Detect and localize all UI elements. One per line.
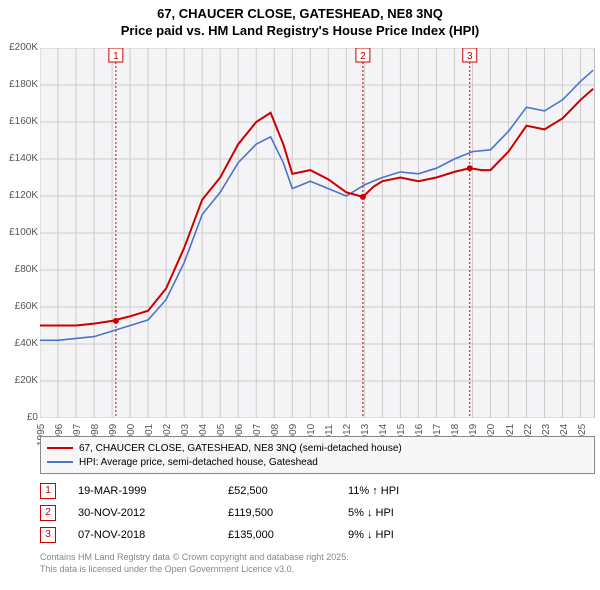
legend-item: 67, CHAUCER CLOSE, GATESHEAD, NE8 3NQ (s… — [47, 441, 588, 455]
chart-svg: 1 2 3 — [40, 48, 595, 418]
chart-container: 67, CHAUCER CLOSE, GATESHEAD, NE8 3NQ Pr… — [0, 0, 600, 590]
sale-date: 07-NOV-2018 — [78, 529, 228, 541]
legend-label: HPI: Average price, semi-detached house,… — [79, 457, 318, 468]
chart-plot-area: 1 2 3 — [40, 48, 595, 418]
y-tick-label: £200K — [0, 42, 38, 53]
y-tick-label: £140K — [0, 153, 38, 164]
sale-price: £119,500 — [228, 507, 348, 519]
chart-title: 67, CHAUCER CLOSE, GATESHEAD, NE8 3NQ Pr… — [0, 0, 600, 40]
title-line-1: 67, CHAUCER CLOSE, GATESHEAD, NE8 3NQ — [0, 6, 600, 23]
y-tick-label: £60K — [0, 301, 38, 312]
legend-item: HPI: Average price, semi-detached house,… — [47, 455, 588, 469]
y-tick-label: £0 — [0, 412, 38, 423]
sale-row: 2 30-NOV-2012£119,5005% ↓ HPI — [40, 502, 468, 524]
y-tick-label: £20K — [0, 375, 38, 386]
svg-text:1: 1 — [113, 51, 119, 62]
title-line-2: Price paid vs. HM Land Registry's House … — [0, 23, 600, 40]
sale-price: £135,000 — [228, 529, 348, 541]
sale-hpi-delta: 9% ↓ HPI — [348, 529, 468, 541]
chart-footer: Contains HM Land Registry data © Crown c… — [40, 552, 349, 575]
y-tick-label: £100K — [0, 227, 38, 238]
y-tick-label: £80K — [0, 264, 38, 275]
chart-legend: 67, CHAUCER CLOSE, GATESHEAD, NE8 3NQ (s… — [40, 436, 595, 474]
sale-marker-box: 3 — [40, 527, 56, 543]
svg-text:3: 3 — [467, 51, 473, 62]
y-tick-label: £40K — [0, 338, 38, 349]
sales-table: 1 19-MAR-1999£52,50011% ↑ HPI 2 30-NOV-2012… — [40, 480, 468, 546]
y-tick-label: £120K — [0, 190, 38, 201]
sale-marker-box: 2 — [40, 505, 56, 521]
sale-hpi-delta: 11% ↑ HPI — [348, 485, 468, 497]
sale-price: £52,500 — [228, 485, 348, 497]
sale-row: 1 19-MAR-1999£52,50011% ↑ HPI — [40, 480, 468, 502]
sale-date: 19-MAR-1999 — [78, 485, 228, 497]
legend-swatch — [47, 461, 73, 463]
y-tick-label: £160K — [0, 116, 38, 127]
footer-line-2: This data is licensed under the Open Gov… — [40, 564, 349, 576]
footer-line-1: Contains HM Land Registry data © Crown c… — [40, 552, 349, 564]
sale-row: 3 07-NOV-2018£135,0009% ↓ HPI — [40, 524, 468, 546]
sale-hpi-delta: 5% ↓ HPI — [348, 507, 468, 519]
y-tick-label: £180K — [0, 79, 38, 90]
legend-label: 67, CHAUCER CLOSE, GATESHEAD, NE8 3NQ (s… — [79, 443, 402, 454]
legend-swatch — [47, 447, 73, 449]
sale-marker-box: 1 — [40, 483, 56, 499]
svg-text:2: 2 — [360, 51, 366, 62]
sale-date: 30-NOV-2012 — [78, 507, 228, 519]
